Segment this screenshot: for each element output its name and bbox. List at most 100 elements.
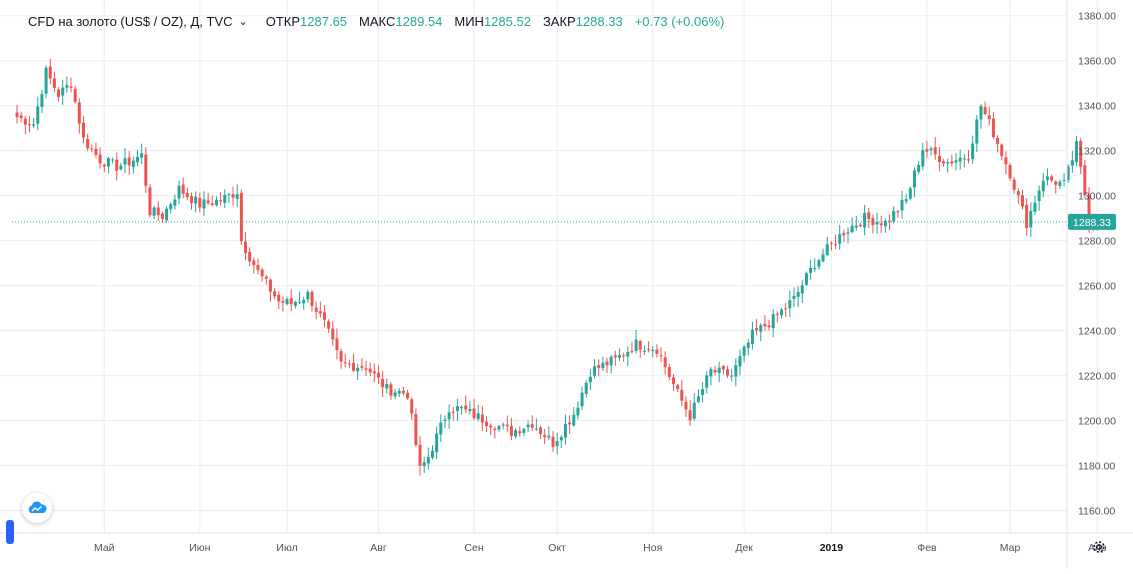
price-axis[interactable]: 1160.00 1180.00 1200.00 1220.00 1240.00 1260.… bbox=[1078, 11, 1116, 518]
candle-body bbox=[597, 365, 601, 368]
price-tick-label: 1280.00 bbox=[1078, 236, 1116, 248]
candle-body bbox=[244, 241, 248, 254]
symbol-title[interactable]: CFD на золото (US$ / OZ), Д, TVC bbox=[28, 13, 233, 29]
candle-body bbox=[48, 66, 52, 79]
candle-body bbox=[966, 159, 970, 161]
candle-body bbox=[563, 424, 567, 438]
candle-body bbox=[514, 430, 518, 437]
candle-body bbox=[651, 349, 655, 351]
time-tick-label: Мар bbox=[1000, 542, 1021, 554]
candle-body bbox=[314, 307, 318, 312]
candle-body bbox=[102, 164, 106, 167]
candle-body bbox=[875, 222, 879, 225]
gear-icon[interactable] bbox=[1088, 536, 1110, 558]
candle-body bbox=[543, 435, 547, 438]
candle-body bbox=[256, 264, 260, 271]
candle-body bbox=[302, 299, 306, 304]
candle-body bbox=[588, 376, 592, 383]
time-tick-label: Июл bbox=[276, 542, 297, 554]
candle-body bbox=[77, 102, 81, 124]
candle-body bbox=[156, 207, 160, 216]
candle-body bbox=[426, 456, 430, 464]
candle-body bbox=[534, 428, 538, 430]
candle-body bbox=[912, 170, 916, 188]
candle-body bbox=[539, 427, 543, 434]
candle-body bbox=[867, 212, 871, 219]
tradingview-cloud-icon[interactable] bbox=[22, 493, 52, 523]
candle-body bbox=[917, 164, 921, 172]
candle-body bbox=[460, 407, 464, 409]
candle-body bbox=[1083, 165, 1087, 196]
candle-body bbox=[788, 300, 792, 309]
candle-body bbox=[135, 156, 139, 163]
candle-body bbox=[921, 150, 925, 167]
candle-body bbox=[293, 302, 297, 306]
candle-body bbox=[185, 192, 189, 197]
candle-body bbox=[86, 139, 90, 149]
candle-body bbox=[622, 355, 626, 357]
candle-body bbox=[701, 389, 705, 395]
candle-body bbox=[439, 422, 443, 435]
candle-body bbox=[958, 157, 962, 162]
high-value: 1289.54 bbox=[395, 13, 443, 29]
candle-body bbox=[214, 199, 218, 206]
candle-body bbox=[509, 426, 513, 436]
candle-body bbox=[177, 185, 181, 199]
candle-body bbox=[559, 436, 563, 441]
candle-body bbox=[190, 195, 194, 204]
open-label: ОТКР bbox=[265, 13, 301, 29]
low-label: МИН bbox=[454, 13, 484, 29]
candle-body bbox=[119, 165, 123, 170]
candle-body bbox=[447, 412, 451, 420]
candle-body bbox=[15, 112, 19, 118]
candle-body bbox=[784, 308, 788, 310]
candle-body bbox=[414, 414, 418, 446]
candle-body bbox=[455, 406, 459, 411]
candle-body bbox=[634, 339, 638, 351]
candle-body bbox=[829, 242, 833, 244]
candle-body bbox=[223, 194, 227, 203]
candle-body bbox=[1079, 140, 1083, 167]
chevron-down-icon[interactable]: ⌄ bbox=[238, 15, 248, 28]
candle-body bbox=[642, 350, 646, 352]
candle-body bbox=[356, 367, 360, 372]
candle-body bbox=[900, 200, 904, 211]
candle-body bbox=[804, 273, 808, 285]
candle-body bbox=[734, 365, 738, 377]
candle-body bbox=[19, 115, 23, 118]
candle-body bbox=[264, 276, 268, 279]
candle-body bbox=[73, 88, 77, 102]
candle-body bbox=[252, 260, 256, 266]
time-tick-label: 2019 bbox=[820, 542, 844, 554]
candle-body bbox=[57, 89, 61, 97]
candle-body bbox=[1004, 157, 1008, 165]
candle-body bbox=[131, 160, 135, 168]
candle-body bbox=[376, 372, 380, 378]
candle-body bbox=[863, 212, 867, 228]
candle-body bbox=[40, 93, 44, 107]
candle-body bbox=[194, 196, 198, 204]
chart-legend: CFD на золото (US$ / OZ), Д, TVC ⌄ ОТКР … bbox=[28, 11, 724, 31]
candle-body bbox=[858, 224, 862, 227]
candle-body bbox=[568, 422, 572, 425]
candle-body bbox=[892, 210, 896, 222]
candle-body bbox=[501, 424, 505, 426]
candle-body bbox=[975, 119, 979, 144]
candle-body bbox=[1058, 181, 1062, 187]
candle-body bbox=[331, 328, 335, 340]
candle-body bbox=[23, 118, 27, 125]
candle-body bbox=[971, 143, 975, 160]
candle-body bbox=[1021, 195, 1025, 207]
candle-body bbox=[44, 67, 48, 94]
candle-body bbox=[273, 291, 277, 297]
candle-body bbox=[883, 220, 887, 227]
candle-body bbox=[260, 269, 264, 277]
candle-body bbox=[929, 148, 933, 151]
candle-body bbox=[69, 86, 73, 88]
candle-body bbox=[248, 251, 252, 262]
candle-body bbox=[983, 107, 987, 115]
side-panel-toggle[interactable] bbox=[6, 520, 14, 544]
candle-body bbox=[630, 351, 634, 353]
candle-body bbox=[742, 346, 746, 356]
